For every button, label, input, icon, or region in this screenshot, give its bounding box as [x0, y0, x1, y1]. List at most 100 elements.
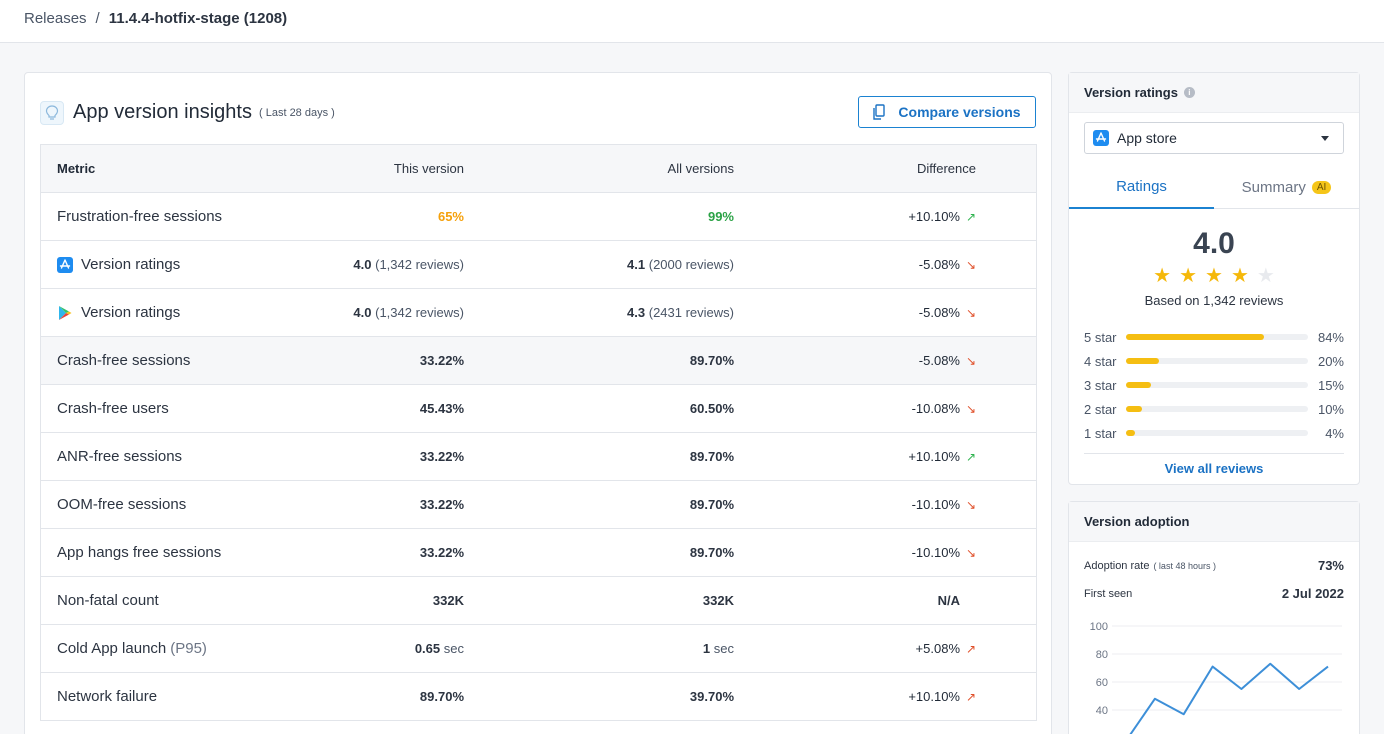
- copy-icon: [873, 104, 886, 120]
- trend-up-icon: ↗: [966, 209, 977, 224]
- difference-value: -10.10%: [911, 497, 960, 512]
- view-all-reviews-link[interactable]: View all reviews: [1164, 461, 1264, 476]
- info-icon[interactable]: i: [1183, 87, 1195, 98]
- metric-name: Crash-free users: [57, 400, 169, 417]
- table-row[interactable]: Network failure 89.70% 39.70% +10.10% ↗: [41, 673, 1036, 721]
- metric-name: App hangs free sessions: [57, 544, 222, 561]
- table-row[interactable]: Crash-free sessions 33.22% 89.70% -5.08%…: [41, 337, 1036, 385]
- difference-value: +10.10%: [908, 689, 960, 704]
- star-level-percent: 15%: [1317, 377, 1344, 393]
- metric-name: Non-fatal count: [57, 592, 159, 609]
- star-level-label: 5 star: [1084, 329, 1117, 345]
- tab-summary[interactable]: Summary AI: [1214, 165, 1359, 209]
- this-version-value: 33.22%: [419, 449, 464, 464]
- this-version-value: 33.22%: [419, 545, 464, 560]
- y-tick-label: 100: [1090, 621, 1108, 633]
- rating-distribution-row[interactable]: 4 star 20%: [1084, 349, 1344, 373]
- rating-bar-fill: [1126, 382, 1151, 388]
- star-level-percent: 10%: [1317, 401, 1344, 417]
- table-row[interactable]: App hangs free sessions 33.22% 89.70% -1…: [41, 529, 1036, 577]
- rating-distribution-row[interactable]: 2 star 10%: [1084, 397, 1344, 421]
- header-all-versions[interactable]: All versions: [667, 161, 734, 176]
- all-versions-value: 89.70%: [689, 545, 734, 560]
- average-rating: 4.0: [1193, 227, 1235, 260]
- table-row[interactable]: Crash-free users 45.43% 60.50% -10.08% ↘: [41, 385, 1036, 433]
- all-versions-value: 89.70%: [689, 353, 734, 368]
- compare-versions-button[interactable]: Compare versions: [858, 96, 1036, 128]
- app-store-icon: [1093, 130, 1109, 146]
- star-filled-icon: ★: [1179, 265, 1198, 287]
- app-store-icon: [57, 256, 73, 273]
- this-version-rating: 4.0: [353, 257, 372, 272]
- difference-value: N/A: [937, 593, 960, 608]
- star-level-percent: 4%: [1325, 425, 1344, 441]
- adoption-rate-note: ( last 48 hours ): [1153, 560, 1216, 571]
- trend-down-icon: ↘: [966, 305, 977, 320]
- all-versions-value: 89.70%: [689, 497, 734, 512]
- metric-suffix: (P95): [170, 640, 207, 657]
- first-seen-row: First seen 2 Jul 2022: [1084, 586, 1344, 601]
- first-seen-label: First seen: [1084, 587, 1133, 600]
- all-versions-rating: 4.3: [627, 305, 646, 320]
- version-adoption-panel: Version adoption Adoption rate( last 48 …: [1068, 501, 1360, 734]
- breadcrumb-current: 11.4.4-hotfix-stage (1208): [108, 10, 288, 27]
- table-row[interactable]: OOM-free sessions 33.22% 89.70% -10.10% ↘: [41, 481, 1036, 529]
- trend-up-icon: ↗: [966, 449, 977, 464]
- table-row[interactable]: Cold App launch (P95) 0.65 sec 1 sec +5.0…: [41, 625, 1036, 673]
- table-row[interactable]: Version ratings 4.0 (1,342 reviews) 4.1 …: [41, 241, 1036, 289]
- table-row[interactable]: Frustration-free sessions 65% 99% +10.10…: [41, 193, 1036, 241]
- y-tick-label: 60: [1096, 677, 1108, 689]
- rating-bar-fill: [1126, 358, 1159, 364]
- rating-bar: [1126, 334, 1308, 340]
- metric-name: ANR-free sessions: [57, 448, 183, 465]
- all-versions-value: 332K: [702, 593, 734, 608]
- adoption-rate-label: Adoption rate: [1084, 559, 1150, 572]
- header-this-version[interactable]: This version: [393, 161, 464, 176]
- breadcrumb-releases[interactable]: Releases: [24, 10, 87, 27]
- trend-down-icon: ↘: [966, 401, 977, 416]
- table-header: Metric This version All versions Differe…: [41, 145, 1036, 193]
- this-version-value: 65%: [437, 209, 464, 224]
- this-version-value: 33.22%: [419, 353, 464, 368]
- rating-bar: [1126, 430, 1308, 436]
- all-versions-rating: 4.1: [627, 257, 646, 272]
- star-filled-icon: ★: [1153, 265, 1172, 287]
- header-difference[interactable]: Difference: [916, 161, 976, 176]
- y-tick-label: 80: [1096, 649, 1108, 661]
- compare-versions-label: Compare versions: [898, 104, 1021, 120]
- adoption-line-chart: 100 80 60 40: [1090, 621, 1342, 734]
- rating-distribution-row[interactable]: 5 star 84%: [1084, 325, 1344, 349]
- this-version-reviews: (1,342 reviews): [375, 305, 464, 320]
- rating-bar-fill: [1126, 430, 1136, 436]
- difference-value: +10.10%: [908, 449, 960, 464]
- trend-down-icon: ↘: [966, 497, 977, 512]
- metric-name: OOM-free sessions: [57, 496, 187, 513]
- tab-ratings[interactable]: Ratings: [1069, 165, 1214, 209]
- store-select[interactable]: App store: [1084, 122, 1344, 154]
- rating-distribution-row[interactable]: 3 star 15%: [1084, 373, 1344, 397]
- metric-name: Cold App launch: [57, 640, 167, 657]
- difference-value: -5.08%: [918, 353, 960, 368]
- based-on-reviews: Based on 1,342 reviews: [1144, 293, 1284, 308]
- table-row[interactable]: Non-fatal count 332K 332K N/A: [41, 577, 1036, 625]
- rating-bar-fill: [1126, 406, 1143, 412]
- rating-bar: [1126, 406, 1308, 412]
- difference-value: +10.10%: [908, 209, 960, 224]
- table-row[interactable]: ANR-free sessions 33.22% 89.70% +10.10% ↗: [41, 433, 1036, 481]
- play-store-icon: [59, 305, 72, 320]
- difference-value: -5.08%: [918, 257, 960, 272]
- period-subtitle: ( Last 28 days ): [259, 107, 335, 119]
- rating-distribution: 5 star 84% 4 star 20% 3 star 15% 2 star 10% 1 st…: [1084, 325, 1344, 445]
- table-row[interactable]: Version ratings 4.0 (1,342 reviews) 4.3 …: [41, 289, 1036, 337]
- ratings-tabs: Ratings Summary AI: [1069, 165, 1359, 209]
- adoption-series-line: [1129, 662, 1329, 734]
- rating-bar: [1126, 358, 1308, 364]
- ai-badge: AI: [1311, 180, 1332, 194]
- top-bar: Releases / 11.4.4-hotfix-stage (1208): [0, 0, 1384, 43]
- difference-value: -10.10%: [911, 545, 960, 560]
- page-title: App version insights: [73, 101, 252, 123]
- all-versions-value: 60.50%: [689, 401, 734, 416]
- rating-distribution-row[interactable]: 1 star 4%: [1084, 421, 1344, 445]
- difference-value: +5.08%: [915, 641, 960, 656]
- header-metric[interactable]: Metric: [57, 161, 96, 176]
